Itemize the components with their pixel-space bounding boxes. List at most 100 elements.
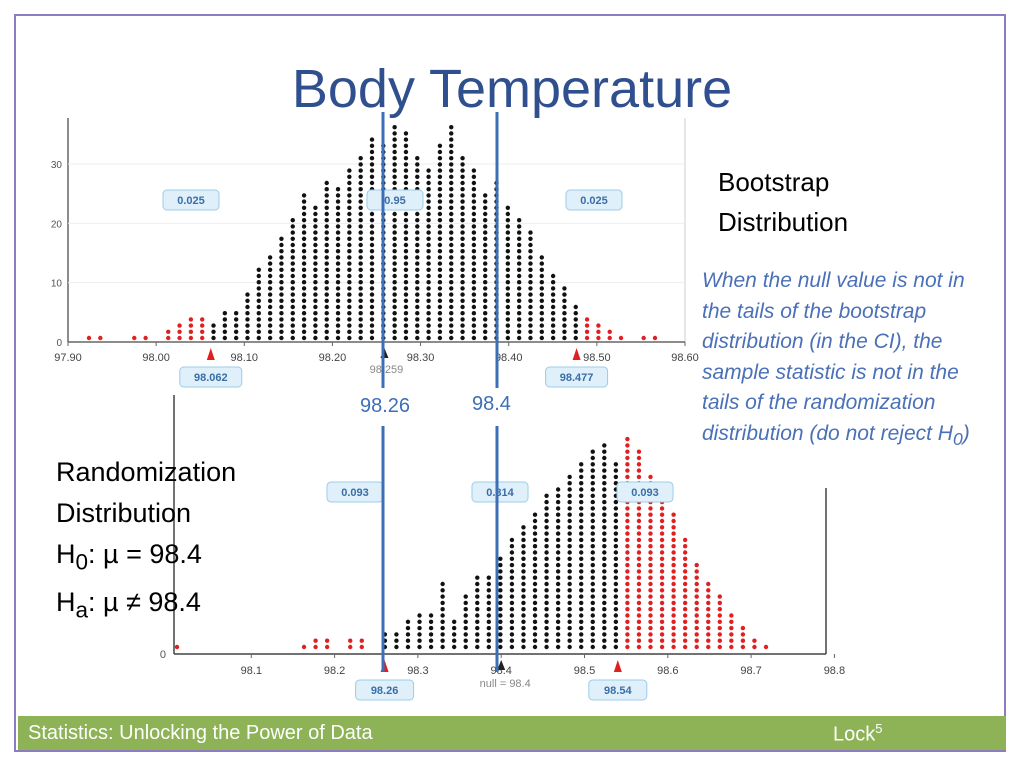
chart1-dot bbox=[358, 255, 363, 260]
chart2-dot bbox=[648, 537, 653, 543]
note-h0: H bbox=[937, 421, 953, 445]
chart2-dot bbox=[509, 632, 515, 637]
chart1-dot bbox=[607, 335, 612, 341]
chart1-dot bbox=[505, 218, 511, 223]
chart2-dot bbox=[475, 619, 480, 624]
chart1-upper-cutoff-label: 98.477 bbox=[560, 372, 594, 384]
chart2-dot bbox=[521, 581, 526, 587]
chart1-dot bbox=[415, 224, 420, 229]
chart2-dot bbox=[567, 644, 572, 650]
chart2-dot bbox=[602, 487, 607, 492]
chart2-dot bbox=[555, 550, 561, 555]
chart1-dot bbox=[358, 249, 363, 254]
chart1-dot bbox=[516, 249, 522, 254]
chart2-dot bbox=[590, 625, 595, 631]
chart2-dot bbox=[475, 581, 480, 587]
chart1-dot bbox=[471, 286, 477, 291]
chart2-dot bbox=[659, 556, 665, 561]
chart1-dot bbox=[256, 317, 261, 322]
chart1-dot bbox=[347, 286, 352, 291]
chart1-dot bbox=[403, 261, 409, 266]
chart2-dot bbox=[555, 632, 561, 637]
chart1-dot bbox=[256, 311, 261, 316]
chart2-dot bbox=[521, 575, 526, 580]
chart1-dot bbox=[279, 286, 284, 291]
chart2-dot bbox=[694, 644, 699, 650]
chart2-dot bbox=[567, 575, 572, 580]
chart1-dot bbox=[313, 329, 318, 334]
chart2-dot bbox=[694, 600, 699, 606]
chart1-dot bbox=[347, 329, 352, 334]
chart1-dot bbox=[539, 286, 544, 291]
chart2-dot bbox=[555, 556, 561, 561]
chart1-y-tick-label: 0 bbox=[56, 338, 62, 349]
chart1-dot bbox=[392, 335, 397, 341]
chart1-dot bbox=[369, 236, 375, 241]
chart1-dot bbox=[369, 329, 375, 334]
chart1-dot bbox=[550, 298, 556, 303]
chart1-dot bbox=[516, 218, 522, 223]
chart1-dot bbox=[267, 298, 273, 303]
chart1-dot bbox=[449, 137, 454, 142]
chart1-dot bbox=[324, 193, 329, 198]
chart1-dot bbox=[313, 311, 318, 316]
chart2-dot bbox=[659, 613, 665, 618]
chart1-dot bbox=[449, 218, 454, 223]
chart1-dot bbox=[471, 230, 477, 235]
chart2-dot bbox=[486, 632, 492, 637]
chart2-dot bbox=[555, 506, 561, 511]
chart2-dot bbox=[625, 556, 630, 561]
chart2-dot bbox=[671, 600, 676, 606]
chart1-dot bbox=[301, 230, 307, 235]
chart1-dot bbox=[539, 261, 544, 266]
chart2-dot bbox=[567, 512, 572, 517]
chart1-dot bbox=[415, 230, 420, 235]
chart1-dot bbox=[460, 218, 465, 223]
chart2-dot bbox=[555, 581, 561, 587]
chart1-dot bbox=[347, 211, 352, 217]
chart1-dot bbox=[403, 236, 409, 241]
chart2-dot bbox=[590, 499, 595, 505]
chart2-dot bbox=[625, 436, 630, 442]
chart1-dot bbox=[335, 323, 341, 328]
chart1-prop-right-box bbox=[565, 189, 623, 211]
chart1-dot bbox=[335, 304, 341, 310]
chart2-dot bbox=[521, 594, 526, 599]
chart2-dot bbox=[671, 518, 676, 524]
chart2-dot bbox=[694, 569, 699, 574]
chart1-prop-left: 0.025 bbox=[177, 195, 205, 207]
chart1-dot bbox=[460, 311, 465, 316]
chart2-dot bbox=[625, 512, 630, 517]
chart2-dot bbox=[636, 537, 642, 543]
chart2-x-tick-label: 98.6 bbox=[657, 665, 678, 677]
chart1-dot bbox=[460, 187, 465, 192]
chart2-dot bbox=[544, 499, 549, 505]
chart1-dot bbox=[449, 242, 454, 248]
chart1-dot bbox=[369, 267, 375, 272]
chart1-dot bbox=[403, 255, 409, 260]
chart1-dot bbox=[426, 267, 431, 272]
chart2-dot bbox=[694, 562, 699, 568]
chart2-dot bbox=[636, 588, 642, 593]
chart1-dot bbox=[335, 199, 341, 204]
chart1-dot bbox=[347, 317, 352, 322]
chart1-dot bbox=[516, 298, 522, 303]
chart1-dot bbox=[301, 286, 307, 291]
chart2-dot bbox=[579, 594, 584, 599]
chart2-dot bbox=[636, 613, 642, 618]
chart2-dot bbox=[671, 581, 676, 587]
chart2-dot bbox=[440, 644, 445, 650]
chart2-dot bbox=[544, 600, 549, 606]
chart2-dot bbox=[682, 581, 688, 587]
chart1-dot bbox=[449, 286, 454, 291]
chart1-dot bbox=[245, 311, 250, 316]
chart1-dot bbox=[358, 304, 363, 310]
chart2-dot bbox=[509, 607, 515, 612]
chart2-dot bbox=[440, 607, 445, 612]
chart1-dot bbox=[562, 304, 567, 310]
chart2-dot bbox=[613, 600, 619, 606]
chart2-lower-cutoff-label-box bbox=[355, 679, 415, 701]
chart2-dot bbox=[428, 632, 434, 637]
chart2-prop-left: 0.093 bbox=[341, 487, 369, 499]
chart2-dot bbox=[671, 525, 676, 530]
